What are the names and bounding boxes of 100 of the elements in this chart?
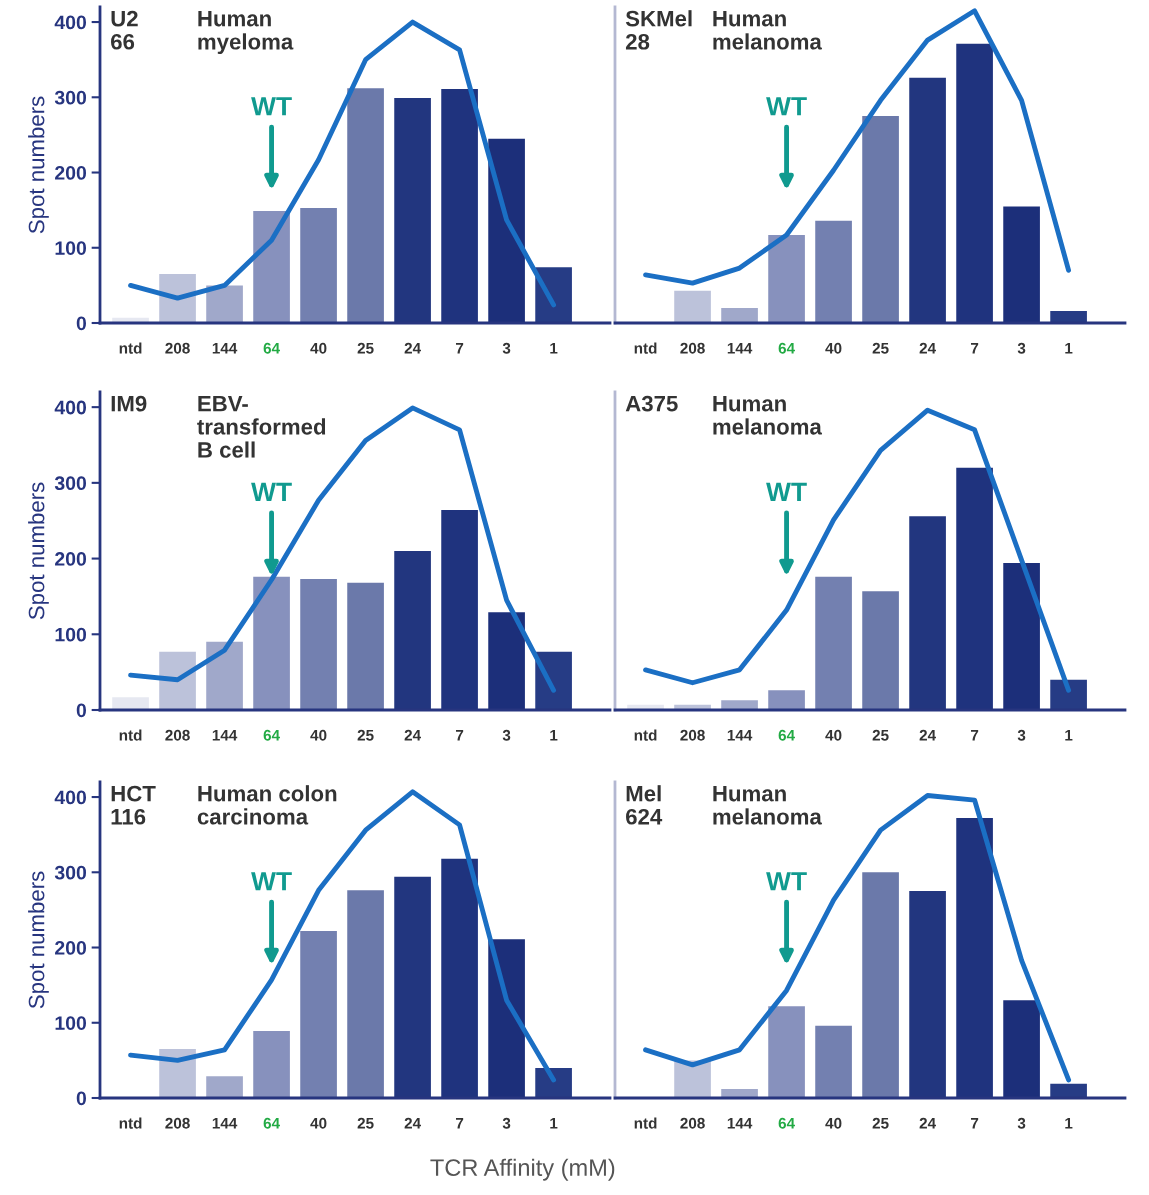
x-tick-label: 64 — [263, 342, 280, 354]
bar — [721, 307, 758, 323]
annotation: WT — [251, 482, 292, 501]
x-tick-label: 7 — [455, 730, 464, 741]
annotation: U2 66 — [111, 10, 138, 50]
bar — [862, 116, 899, 323]
x-tick-label: ntd — [634, 1117, 657, 1129]
bar — [862, 591, 899, 710]
annotation: Mel 624 — [626, 785, 663, 825]
x-tick-label: 144 — [212, 343, 238, 354]
x-tick-label: 25 — [872, 1117, 889, 1129]
y-tick-label: 0 — [76, 1091, 87, 1106]
x-tick-label: 208 — [165, 342, 190, 354]
y-tick-label: 300 — [54, 865, 87, 880]
x-tick-label: 64 — [263, 729, 280, 741]
y-tick-label: 300 — [54, 90, 87, 105]
bar — [300, 930, 337, 1098]
bar — [347, 582, 384, 710]
x-tick-label: 64 — [778, 342, 795, 354]
y-axis-title: Spot numbers — [28, 96, 49, 234]
x-tick-label: 40 — [825, 342, 842, 354]
x-tick-label: 25 — [357, 342, 374, 354]
y-tick-label: 400 — [54, 790, 87, 805]
bar — [253, 576, 290, 710]
x-tick-label: 24 — [404, 342, 421, 354]
x-tick-label: 144 — [727, 343, 753, 354]
x-tick-label: 1 — [550, 343, 558, 354]
x-tick-label: 208 — [165, 1117, 190, 1129]
y-tick-label: 100 — [55, 241, 87, 255]
x-tick-label: 40 — [310, 1117, 327, 1129]
annotation: A375 — [625, 395, 678, 412]
annotation: EBV- transformed B cell — [197, 396, 326, 458]
bar — [815, 220, 852, 323]
x-tick-label: 25 — [357, 729, 374, 741]
annotation: Human melanoma — [713, 396, 822, 435]
bar — [206, 1076, 243, 1098]
x-tick-label: 24 — [919, 342, 936, 354]
x-tick-label: 40 — [825, 729, 842, 741]
x-tick-label: 144 — [727, 730, 753, 741]
x-tick-label: ntd — [634, 342, 657, 354]
x-tick-label: 64 — [263, 1117, 280, 1129]
y-tick-label: 0 — [76, 316, 87, 331]
bar — [815, 1025, 852, 1098]
x-tick-label: 25 — [872, 729, 889, 741]
annotation: SKMel 28 — [625, 10, 692, 50]
x-tick-label: 3 — [502, 729, 511, 741]
x-tick-label: 3 — [1017, 342, 1026, 354]
annotation: WT — [766, 97, 807, 116]
x-tick-label: 40 — [310, 729, 327, 741]
x-tick-label: 144 — [212, 730, 238, 741]
x-tick-label: 1 — [1065, 730, 1073, 741]
x-tick-label: 7 — [970, 730, 979, 741]
y-axis-title: Spot numbers — [28, 871, 49, 1009]
x-tick-label: 24 — [404, 729, 421, 741]
annotation: IM9 — [111, 395, 147, 412]
x-tick-label: 1 — [550, 1118, 558, 1129]
x-tick-label: 208 — [680, 342, 705, 354]
bar — [347, 88, 384, 323]
x-tick-label: 3 — [502, 342, 511, 354]
x-tick-label: 7 — [970, 1118, 979, 1129]
x-tick-label: 24 — [404, 1117, 421, 1129]
y-tick-label: 400 — [54, 15, 87, 30]
x-tick-label: 7 — [455, 343, 464, 354]
x-tick-label: 3 — [1017, 729, 1026, 741]
annotation: Human melanoma — [713, 10, 822, 50]
x-tick-label: 24 — [919, 729, 936, 741]
x-tick-label: 144 — [727, 1118, 753, 1129]
x-tick-label: 25 — [872, 342, 889, 354]
x-tick-label: 64 — [778, 1117, 795, 1129]
x-tick-label: ntd — [119, 729, 142, 741]
x-tick-label: 208 — [680, 1117, 705, 1129]
x-tick-label: 1 — [550, 730, 558, 741]
annotation: Human melanoma — [713, 785, 822, 825]
x-tick-label: 3 — [502, 1117, 511, 1129]
y-tick-label: 200 — [55, 165, 87, 180]
annotation: Human colon carcinoma — [197, 785, 337, 825]
bar — [206, 641, 243, 710]
annotation: WT — [766, 482, 807, 501]
y-tick-label: 100 — [55, 1016, 87, 1030]
x-tick-label: 40 — [825, 1117, 842, 1129]
y-tick-label: 400 — [54, 400, 87, 415]
x-tick-label: 208 — [680, 729, 705, 741]
bar — [674, 290, 711, 323]
bar — [159, 651, 196, 710]
y-tick-label: 100 — [55, 627, 87, 642]
x-tick-label: ntd — [119, 342, 142, 354]
bar — [253, 210, 290, 323]
bar — [347, 890, 384, 1098]
y-tick-label: 300 — [54, 476, 87, 491]
x-tick-label: ntd — [634, 729, 657, 741]
x-tick-label: 24 — [919, 1117, 936, 1129]
y-tick-label: 200 — [55, 552, 87, 566]
x-tick-label: 40 — [310, 342, 327, 354]
x-tick-label: 1 — [1065, 343, 1073, 354]
x-tick-label: 7 — [970, 343, 979, 354]
x-tick-label: 7 — [455, 1118, 464, 1129]
bar — [815, 576, 852, 710]
y-tick-label: 200 — [55, 940, 87, 955]
annotation: WT — [251, 872, 292, 891]
bar — [862, 872, 899, 1098]
